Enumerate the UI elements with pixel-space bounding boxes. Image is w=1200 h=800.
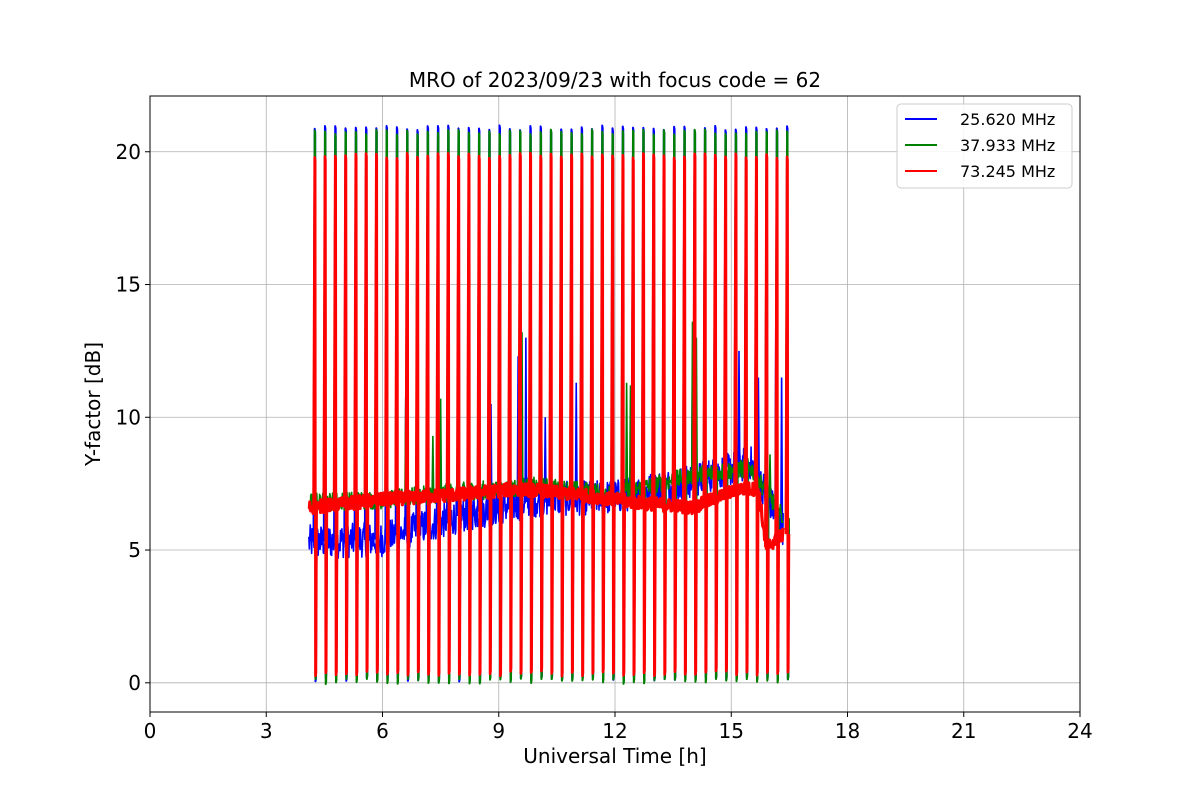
legend-label: 37.933 MHz xyxy=(960,136,1055,155)
series-spike xyxy=(574,382,578,499)
legend-label: 25.620 MHz xyxy=(960,110,1055,129)
x-tick-label: 15 xyxy=(719,719,744,743)
calibration-pulse xyxy=(394,156,401,674)
calibration-pulse xyxy=(486,156,493,676)
y-axis-label: Y-factor [dB] xyxy=(81,342,105,467)
x-tick-label: 21 xyxy=(951,719,976,743)
legend: 25.620 MHz 37.933 MHz 73.245 MHz xyxy=(896,103,1073,189)
series-spike xyxy=(524,337,528,502)
calibration-pulse xyxy=(764,153,770,674)
y-tick-label: 10 xyxy=(116,405,141,429)
calibration-pulse xyxy=(517,152,524,675)
calibration-pulse xyxy=(476,154,483,676)
calibration-pulse xyxy=(373,152,380,674)
x-tick-label: 3 xyxy=(260,719,273,743)
calibration-pulse xyxy=(599,153,606,674)
calibration-pulse xyxy=(384,156,390,676)
calibration-pulse xyxy=(640,152,647,675)
calibration-pulse xyxy=(445,152,452,675)
calibration-pulse xyxy=(568,153,575,674)
x-tick-label: 6 xyxy=(376,719,389,743)
chart-title: MRO of 2023/09/23 with focus code = 62 xyxy=(409,68,821,92)
calibration-pulse xyxy=(733,152,739,677)
calibration-pulse xyxy=(497,154,503,678)
series-spike xyxy=(780,377,784,525)
calibration-pulse xyxy=(620,153,626,677)
calibration-pulse xyxy=(712,153,719,673)
calibration-pulse xyxy=(507,153,514,673)
calibration-pulse xyxy=(558,155,565,678)
calibration-pulse xyxy=(466,152,472,677)
calibration-pulse xyxy=(753,155,760,677)
calibration-pulse xyxy=(322,155,329,675)
calibration-pulse xyxy=(435,152,442,677)
x-tick-label: 24 xyxy=(1067,719,1092,743)
y-tick-label: 0 xyxy=(128,671,141,695)
calibration-pulse xyxy=(743,156,750,674)
x-tick-label: 12 xyxy=(602,719,627,743)
y-tick-label: 20 xyxy=(116,140,141,164)
calibration-pulse xyxy=(784,155,791,674)
calibration-pulse xyxy=(610,154,616,675)
calibration-pulse xyxy=(363,152,370,673)
calibration-pulse xyxy=(692,152,698,676)
calibration-pulse xyxy=(414,155,421,674)
series-3 xyxy=(307,151,791,678)
x-tick-label: 18 xyxy=(835,719,860,743)
series-spike xyxy=(431,435,435,495)
calibration-pulse xyxy=(651,153,657,678)
calibration-pulse xyxy=(702,152,709,674)
calibration-pulse xyxy=(681,155,688,676)
y-tick-label: 15 xyxy=(116,273,141,297)
legend-box xyxy=(896,103,1073,189)
y-tick-label: 5 xyxy=(128,538,141,562)
series-spike xyxy=(439,398,443,494)
calibration-pulse xyxy=(630,156,637,676)
series-spike xyxy=(768,454,772,498)
series-spike xyxy=(737,350,741,467)
calibration-pulse xyxy=(455,155,462,676)
calibration-pulse xyxy=(332,154,339,677)
x-tick-label: 9 xyxy=(492,719,505,743)
calibration-pulse xyxy=(527,151,534,674)
calibration-pulse xyxy=(722,155,729,673)
calibration-pulse xyxy=(404,152,411,677)
calibration-pulse xyxy=(579,152,585,678)
calibration-pulse xyxy=(774,156,781,675)
x-tick-label: 0 xyxy=(144,719,157,743)
axis-ticks: 0 3 6 9 12 15 18 21 24 0 5 10 15 20 xyxy=(116,140,1093,743)
series-spike xyxy=(625,382,629,492)
calibration-pulse xyxy=(671,156,678,674)
calibration-pulse xyxy=(661,154,668,676)
series-spike xyxy=(543,417,547,500)
calibration-pulse xyxy=(353,152,359,677)
calibration-pulse xyxy=(538,154,544,673)
calibration-pulse xyxy=(312,156,318,678)
legend-label: 73.245 MHz xyxy=(960,162,1055,181)
series-layer xyxy=(307,124,791,686)
calibration-pulse xyxy=(425,154,431,676)
calibration-pulse xyxy=(589,155,596,675)
calibration-pulse xyxy=(343,154,349,676)
calibration-pulse xyxy=(548,152,555,675)
x-axis-label: Universal Time [h] xyxy=(523,744,706,768)
